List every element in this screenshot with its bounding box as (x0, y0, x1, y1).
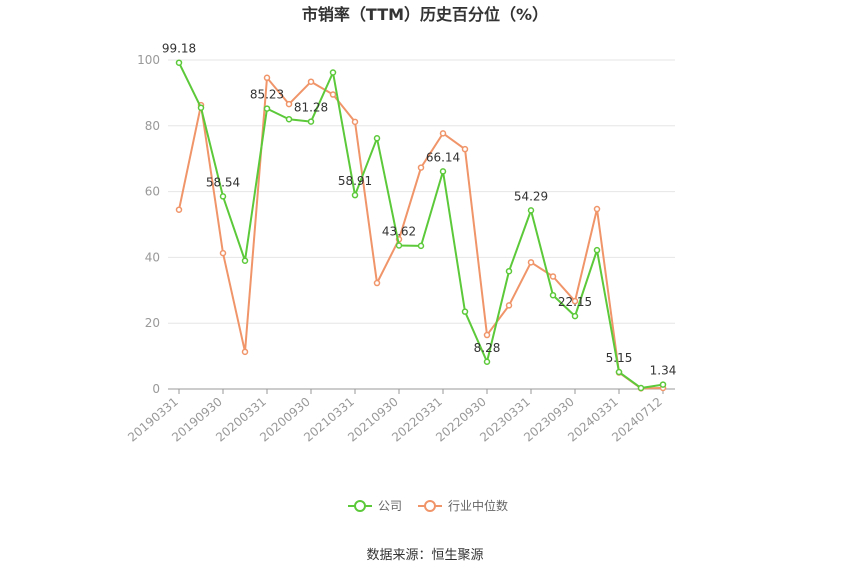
legend-item-1[interactable]: 行业中位数 (418, 498, 508, 513)
data-point (505, 302, 513, 309)
data-label: 5.15 (606, 351, 633, 365)
y-tick-label: 40 (145, 250, 160, 264)
data-label: 81.28 (294, 101, 328, 115)
data-label: 85.23 (250, 88, 284, 102)
data-label: 54.29 (514, 189, 548, 203)
data-point (659, 381, 667, 388)
data-point (505, 267, 513, 275)
chart-title: 市销率（TTM）历史百分位（%） (302, 5, 548, 24)
y-tick-label: 0 (152, 382, 160, 396)
data-point (263, 74, 271, 82)
legend-marker (354, 500, 366, 512)
series-lines (175, 59, 667, 392)
grid (168, 59, 675, 324)
data-point (549, 291, 557, 299)
legend-item-0[interactable]: 公司 (348, 499, 402, 513)
data-label: 43.62 (382, 224, 416, 238)
data-point (307, 118, 315, 125)
data-point (527, 259, 535, 266)
data-label: 99.18 (162, 42, 196, 56)
data-point (175, 206, 183, 213)
data-point (571, 297, 579, 305)
data-point (527, 207, 535, 214)
data-label: 58.91 (338, 174, 372, 188)
legend-marker (424, 500, 436, 512)
data-point (351, 118, 359, 126)
data-point (417, 164, 425, 171)
data-label: 58.54 (206, 175, 240, 189)
data-point (417, 242, 425, 250)
source-note: 数据来源：恒生聚源 (366, 548, 483, 563)
y-tick-label: 60 (145, 185, 160, 199)
data-point (615, 368, 623, 376)
data-label: 8.28 (474, 341, 501, 355)
y-axis: 0 20 40 60 80 100 (137, 53, 160, 396)
data-point (395, 242, 403, 249)
y-tick-label: 20 (145, 316, 160, 330)
legend[interactable]: 公司 行业中位数 (348, 498, 508, 513)
data-point (549, 273, 557, 280)
data-point (307, 78, 315, 85)
series-line-1 (178, 76, 664, 390)
y-tick-label: 80 (145, 119, 160, 133)
y-tick-label: 100 (137, 53, 160, 67)
data-point (285, 115, 293, 123)
data-point (329, 69, 337, 76)
data-label: 22.15 (558, 295, 592, 309)
data-point (571, 312, 579, 320)
data-point (439, 130, 447, 137)
data-label: 1.34 (650, 364, 677, 378)
legend-label: 公司 (378, 499, 402, 513)
data-point (219, 249, 227, 257)
data-point (175, 59, 183, 66)
data-point (483, 331, 491, 339)
data-point (197, 104, 205, 111)
data-point (461, 145, 469, 153)
data-point (241, 348, 249, 356)
data-point (593, 246, 601, 254)
data-labels: 99.18 58.54 85.23 81.28 58.91 43.62 66.14 8.28 5… (162, 42, 677, 378)
data-point (241, 257, 249, 264)
x-axis: 2019033120190930202003312020093020210331… (125, 388, 675, 445)
data-point (285, 100, 293, 108)
data-point (461, 308, 469, 315)
data-point (351, 191, 359, 199)
data-point (593, 205, 601, 213)
data-point (483, 358, 491, 366)
data-point (219, 193, 227, 200)
data-point (373, 279, 381, 287)
data-point (329, 91, 337, 98)
series-line-0 (178, 62, 664, 390)
legend-label: 行业中位数 (448, 498, 508, 513)
data-point (439, 168, 447, 175)
data-point (263, 105, 271, 112)
data-point (373, 135, 381, 142)
data-label: 66.14 (426, 150, 460, 164)
data-point (637, 384, 645, 392)
